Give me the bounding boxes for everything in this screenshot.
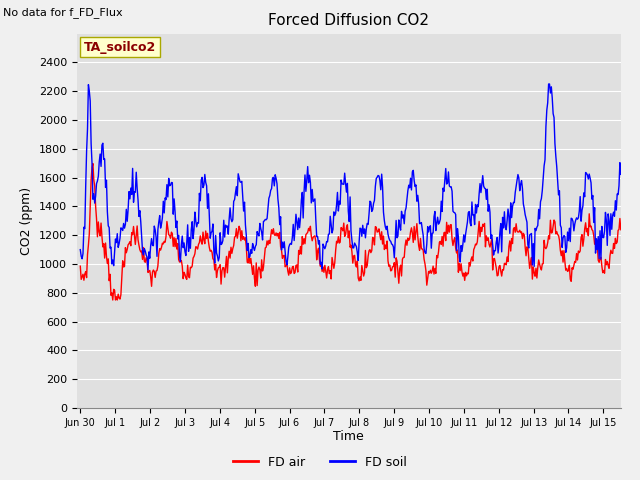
FD air [323, 275, 330, 281]
FD air [439, 243, 447, 249]
FD air [76, 264, 84, 269]
Line: FD air: FD air [80, 164, 621, 300]
FD soil [396, 224, 404, 229]
FD soil [617, 171, 625, 177]
Text: TA_soilco2: TA_soilco2 [84, 40, 156, 54]
X-axis label: Time: Time [333, 431, 364, 444]
Y-axis label: CO2 (ppm): CO2 (ppm) [20, 187, 33, 255]
FD air [217, 281, 225, 287]
FD air [397, 262, 404, 268]
FD air [109, 297, 116, 303]
FD soil [144, 267, 152, 273]
FD soil [484, 208, 492, 214]
FD soil [173, 218, 180, 224]
FD soil [545, 81, 552, 87]
Legend: FD air, FD soil: FD air, FD soil [228, 451, 412, 474]
Text: No data for f_FD_Flux: No data for f_FD_Flux [3, 7, 123, 18]
FD air [617, 227, 625, 233]
Line: FD soil: FD soil [80, 84, 621, 270]
FD soil [438, 209, 446, 215]
FD air [485, 241, 493, 247]
Title: Forced Diffusion CO2: Forced Diffusion CO2 [268, 13, 429, 28]
FD soil [216, 230, 224, 236]
FD air [174, 240, 182, 246]
FD air [89, 161, 97, 167]
FD soil [76, 247, 84, 252]
FD soil [322, 243, 330, 249]
